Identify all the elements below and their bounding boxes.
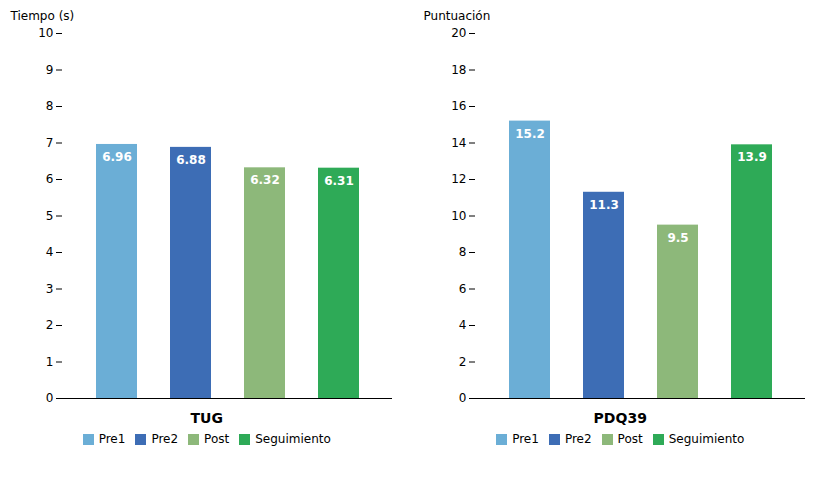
html-text:Pre2: Pre2 [151, 432, 179, 446]
svg-text:5: 5 [46, 209, 54, 223]
svg-text:4: 4 [46, 245, 54, 259]
svg-text:Tiempo (s): Tiempo (s) [9, 9, 74, 23]
svg-text:12: 12 [451, 172, 466, 186]
svg-text:1: 1 [46, 355, 54, 369]
svg-text:16: 16 [451, 99, 466, 113]
svg-text:7: 7 [46, 136, 54, 150]
svg-text:8: 8 [459, 245, 467, 259]
svg-text:14: 14 [451, 136, 466, 150]
svg-text:2: 2 [46, 318, 54, 332]
svg-text:6: 6 [46, 172, 54, 186]
svg-text:13.9: 13.9 [737, 150, 767, 164]
svg-text:10: 10 [38, 26, 53, 40]
svg-text:8: 8 [46, 99, 54, 113]
html-text:Pre2: Pre2 [564, 432, 592, 446]
html-text:Seguimiento: Seguimiento [255, 432, 331, 446]
svg-text:4: 4 [459, 318, 467, 332]
html-text:TUG: TUG [190, 410, 223, 426]
svg-text:20: 20 [451, 26, 466, 40]
svg-text:9: 9 [46, 63, 54, 77]
svg-text:15.2: 15.2 [515, 127, 545, 141]
svg-text:10: 10 [451, 209, 466, 223]
html-text:Post: Post [204, 432, 230, 446]
svg-text:11.3: 11.3 [589, 198, 619, 212]
svg-text:6: 6 [459, 282, 467, 296]
html-text:Seguimiento: Seguimiento [668, 432, 745, 446]
svg-text:6.31: 6.31 [324, 174, 354, 188]
svg-text:Puntuación: Puntuación [424, 9, 491, 23]
html-text:Pre1: Pre1 [98, 432, 126, 446]
svg-text:3: 3 [46, 282, 54, 296]
svg-text:6.96: 6.96 [102, 150, 132, 164]
html-text:Post: Post [617, 432, 643, 446]
svg-text:0: 0 [459, 391, 467, 405]
svg-text:9.5: 9.5 [668, 231, 689, 245]
html-text:Pre1: Pre1 [512, 432, 539, 446]
svg-text:0: 0 [46, 391, 54, 405]
svg-text:6.88: 6.88 [176, 153, 206, 167]
svg-text:18: 18 [451, 63, 466, 77]
svg-text:2: 2 [459, 355, 467, 369]
html-text:PDQ39: PDQ39 [593, 410, 647, 426]
svg-text:6.32: 6.32 [250, 173, 280, 187]
